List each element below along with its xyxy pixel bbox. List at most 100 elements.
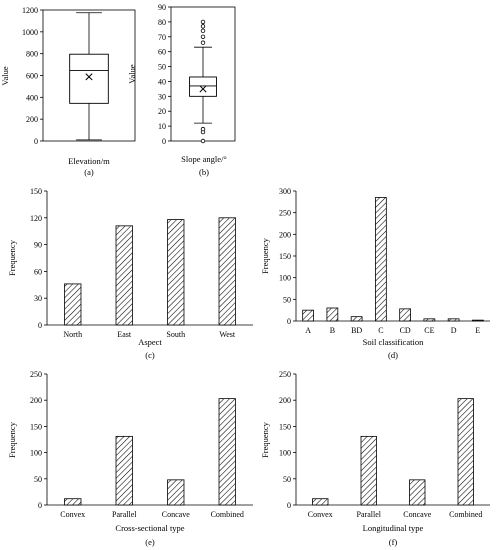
x-axis-label: Longitudinal type bbox=[363, 523, 424, 533]
bar-a bbox=[302, 309, 314, 322]
y-tick-label: 100 bbox=[279, 449, 291, 458]
iqr-box bbox=[69, 53, 109, 104]
y-tick-label: 400 bbox=[26, 93, 38, 102]
y-tick-label: 100 bbox=[279, 274, 291, 283]
x-tick-label: Convex bbox=[60, 510, 85, 519]
bar-e bbox=[472, 319, 484, 322]
x-tick-label: West bbox=[219, 330, 236, 339]
x-tick-label: Concave bbox=[403, 510, 431, 519]
y-tick-label: 100 bbox=[30, 449, 42, 458]
y-tick-label: 50 bbox=[158, 63, 166, 72]
x-tick-label: A bbox=[305, 326, 311, 335]
bar-ce bbox=[423, 318, 436, 322]
bar-east bbox=[115, 225, 133, 326]
y-tick-label: 0 bbox=[162, 137, 166, 146]
x-tick-label: North bbox=[63, 330, 82, 339]
x-tick-label: B bbox=[330, 326, 335, 335]
y-axis-label: Value bbox=[127, 64, 137, 84]
bar-bd bbox=[350, 316, 363, 322]
y-tick-label: 800 bbox=[26, 50, 38, 59]
y-axis-label: Frequency bbox=[260, 421, 270, 458]
bar-combined bbox=[457, 398, 474, 506]
y-tick-label: 70 bbox=[158, 33, 166, 42]
y-tick-label: 200 bbox=[279, 230, 291, 239]
y-tick-label: 600 bbox=[26, 72, 38, 81]
chart-panel-a: 0 200 400 600 800 1000 1200 Value Elevation/m(a) bbox=[0, 6, 136, 177]
outlier-point bbox=[200, 138, 206, 144]
bar-concave bbox=[167, 479, 185, 506]
panel-label: (d) bbox=[388, 350, 398, 360]
mean-marker bbox=[199, 85, 207, 93]
y-tick-label: 250 bbox=[279, 370, 291, 379]
y-tick-label: 0 bbox=[38, 321, 42, 330]
y-tick-label: 20 bbox=[158, 107, 166, 116]
chart-panel-e: 0 50 100 150 200 250 Frequency Cross-sectional … bbox=[7, 370, 253, 547]
y-axis-label: Value bbox=[0, 66, 10, 86]
outlier-point bbox=[200, 24, 206, 29]
x-axis-label: Cross-sectional type bbox=[115, 523, 184, 533]
y-tick-label: 250 bbox=[279, 209, 291, 218]
y-tick-label: 300 bbox=[279, 187, 291, 196]
y-tick-label: 150 bbox=[279, 252, 291, 261]
x-tick-label: Concave bbox=[162, 510, 190, 519]
panel-label: (b) bbox=[199, 167, 209, 177]
bar-concave bbox=[409, 479, 426, 506]
y-tick-label: 1000 bbox=[22, 28, 38, 37]
y-tick-label: 40 bbox=[158, 77, 166, 86]
y-tick-label: 200 bbox=[279, 396, 291, 405]
x-tick-label: East bbox=[117, 330, 132, 339]
bar-parallel bbox=[115, 435, 133, 506]
bar-combined bbox=[218, 398, 236, 506]
y-tick-label: 0 bbox=[38, 501, 42, 510]
bar-convex bbox=[312, 498, 329, 506]
y-tick-label: 150 bbox=[30, 187, 42, 196]
y-tick-label: 250 bbox=[30, 370, 42, 379]
x-axis-label: Aspect bbox=[138, 337, 162, 347]
x-tick-label: E bbox=[475, 326, 480, 335]
x-tick-label: South bbox=[166, 330, 185, 339]
mean-marker-stroke bbox=[199, 85, 207, 93]
y-tick-label: 50 bbox=[34, 475, 42, 484]
x-tick-label: Combined bbox=[449, 510, 482, 519]
y-tick-label: 50 bbox=[283, 475, 291, 484]
chart-panel-f: 0 50 100 150 200 250 Frequency Longitudinal typ… bbox=[260, 370, 490, 547]
panel-label: (f) bbox=[389, 537, 398, 547]
x-tick-label: Parallel bbox=[357, 510, 382, 519]
x-axis-label: Soil classification bbox=[363, 337, 424, 347]
x-tick-label: BD bbox=[351, 326, 362, 335]
y-axis-label: Frequency bbox=[7, 239, 17, 276]
y-tick-label: 30 bbox=[158, 92, 166, 101]
chart-panel-d: 0 50 100 150 200 250 300 Frequency Soil classifi… bbox=[260, 187, 490, 360]
x-tick-label: Convex bbox=[308, 510, 333, 519]
bar-west bbox=[218, 217, 236, 326]
bar-c bbox=[375, 197, 387, 322]
bar-b bbox=[326, 307, 339, 322]
y-tick-label: 0 bbox=[287, 317, 291, 326]
panel-label: (e) bbox=[145, 537, 155, 547]
outlier-point bbox=[200, 40, 206, 45]
outlier-point bbox=[200, 19, 206, 25]
chart-panel-b: 0 10 20 30 40 50 60 70 80 90 Value Slope angle/° (b) bbox=[127, 3, 236, 177]
bar-convex bbox=[64, 498, 82, 506]
outlier-point bbox=[200, 34, 206, 39]
panel-label: (c) bbox=[145, 350, 155, 360]
y-tick-label: 60 bbox=[34, 267, 42, 276]
mean-marker bbox=[85, 73, 93, 81]
chart-panel-c: 0 30 60 90 120 150 Frequency Aspect (c) North East… bbox=[7, 187, 253, 360]
y-tick-label: 10 bbox=[158, 122, 166, 131]
y-axis-label: Frequency bbox=[7, 421, 17, 458]
x-axis-label: Elevation/m bbox=[68, 156, 110, 166]
outlier-point bbox=[200, 28, 206, 34]
outlier-point bbox=[200, 126, 206, 132]
y-tick-label: 150 bbox=[30, 422, 42, 431]
x-axis-label: Slope angle/° bbox=[181, 154, 227, 164]
y-tick-label: 80 bbox=[158, 18, 166, 27]
bar-north bbox=[64, 283, 82, 326]
y-tick-label: 1200 bbox=[22, 6, 38, 15]
y-tick-label: 150 bbox=[279, 422, 291, 431]
y-tick-label: 120 bbox=[30, 214, 42, 223]
bar-cd bbox=[399, 308, 411, 322]
x-tick-label: D bbox=[451, 326, 457, 335]
y-tick-label: 30 bbox=[34, 294, 42, 303]
